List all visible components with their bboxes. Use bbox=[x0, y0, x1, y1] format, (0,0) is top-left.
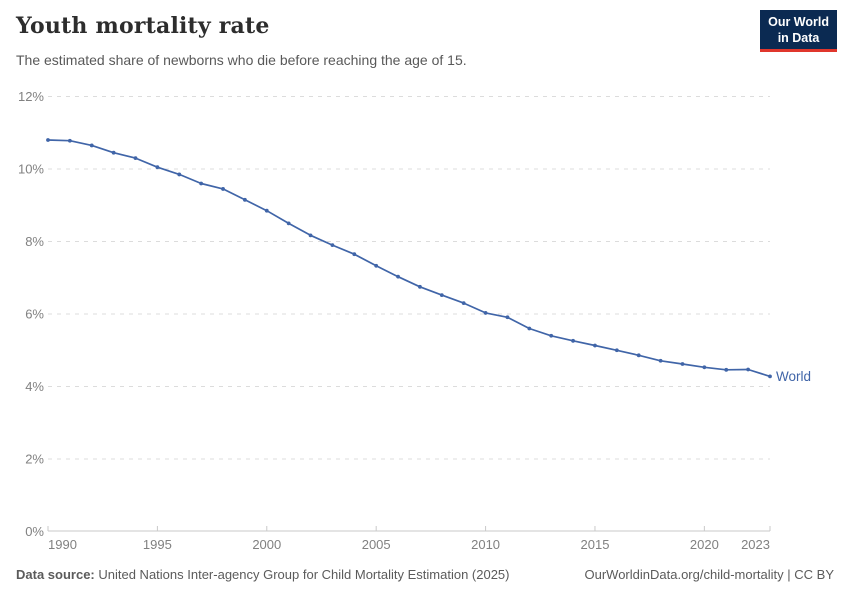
data-point bbox=[243, 197, 247, 202]
chart-title: Youth mortality rate bbox=[16, 13, 270, 39]
world-line bbox=[47, 139, 771, 378]
data-point bbox=[614, 348, 619, 353]
x-tick-label: 2000 bbox=[252, 537, 281, 552]
data-source-text: United Nations Inter-agency Group for Ch… bbox=[94, 567, 510, 582]
data-point bbox=[724, 367, 729, 372]
data-point bbox=[571, 338, 575, 343]
data-point bbox=[768, 374, 772, 379]
owid-logo-line1: Our World bbox=[768, 15, 829, 29]
y-tick-label: 8% bbox=[25, 234, 44, 249]
series-label-world[interactable]: World bbox=[776, 369, 811, 384]
y-tick-label: 0% bbox=[25, 524, 44, 539]
data-point bbox=[286, 221, 291, 226]
chart-subtitle: The estimated share of newborns who die … bbox=[16, 52, 467, 68]
x-tick-label: 2020 bbox=[690, 537, 719, 552]
data-point bbox=[133, 156, 138, 161]
data-point bbox=[374, 263, 379, 268]
data-point bbox=[461, 301, 466, 306]
data-point bbox=[330, 243, 335, 248]
x-tick-label: 2010 bbox=[471, 537, 500, 552]
x-tick-label: 1995 bbox=[143, 537, 172, 552]
data-point bbox=[352, 252, 357, 257]
data-point bbox=[177, 172, 182, 177]
x-tick-label: 2005 bbox=[362, 537, 391, 552]
data-point bbox=[111, 150, 116, 155]
data-point bbox=[658, 358, 663, 363]
chart-footer: Data source: United Nations Inter-agency… bbox=[16, 567, 834, 582]
x-axis: 1990 1995 2000 2005 2010 2015 2020 2023 bbox=[47, 526, 771, 552]
y-tick-label: 6% bbox=[25, 307, 44, 322]
data-point bbox=[505, 315, 510, 320]
owid-citation-link[interactable]: OurWorldinData.org/child-mortality | CC … bbox=[584, 567, 835, 582]
world-line-points bbox=[46, 138, 772, 379]
y-tick-label: 2% bbox=[25, 452, 44, 467]
data-point bbox=[221, 187, 225, 191]
x-tick-label: 1990 bbox=[48, 537, 77, 552]
data-point bbox=[702, 365, 707, 370]
data-source-note: Data source: United Nations Inter-agency… bbox=[16, 567, 510, 582]
y-tick-label: 4% bbox=[25, 379, 44, 394]
y-tick-label: 12% bbox=[18, 89, 44, 104]
x-tick-label: 2023 bbox=[741, 537, 770, 552]
y-gridlines: 0% 2% 4% 6% 8% 10% 12% bbox=[18, 89, 770, 539]
owid-logo[interactable]: Our World in Data bbox=[760, 10, 837, 52]
data-point bbox=[418, 284, 422, 289]
data-point bbox=[199, 181, 204, 186]
data-point bbox=[396, 274, 400, 279]
data-point bbox=[264, 208, 269, 213]
data-point bbox=[89, 143, 94, 148]
data-point bbox=[746, 367, 751, 372]
data-point bbox=[593, 343, 597, 348]
y-tick-label: 10% bbox=[18, 162, 44, 177]
data-point bbox=[549, 333, 554, 338]
data-point bbox=[483, 311, 488, 315]
x-tick-label: 2015 bbox=[581, 537, 610, 552]
data-point bbox=[46, 138, 50, 142]
data-point bbox=[439, 293, 444, 298]
data-point bbox=[527, 326, 532, 331]
data-point bbox=[67, 138, 72, 143]
data-point bbox=[636, 353, 641, 358]
owid-logo-line2: in Data bbox=[777, 31, 820, 45]
data-point bbox=[155, 165, 160, 170]
data-point bbox=[308, 233, 313, 238]
data-point bbox=[680, 362, 685, 366]
data-source-label: Data source: bbox=[16, 567, 95, 582]
